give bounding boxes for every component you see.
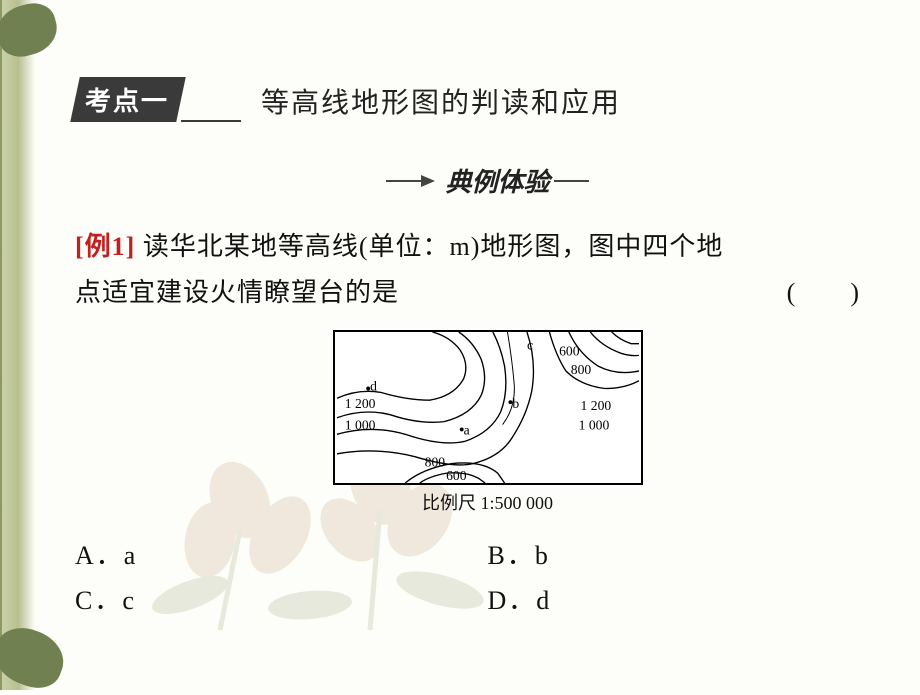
answer-options: A．a B．b C．c D．d xyxy=(75,535,900,617)
section-header-row: 典例体验 xyxy=(75,162,900,199)
option-d[interactable]: D．d xyxy=(488,580,901,617)
contour-label-800b: 800 xyxy=(424,454,445,469)
point-d xyxy=(366,387,370,391)
stem-line-2: 点适宜建设火情瞭望台的是 xyxy=(75,278,399,307)
figure-container: 600 800 1 200 1 000 d 1 200 1 000 a b c … xyxy=(75,330,900,515)
option-c[interactable]: C．c xyxy=(75,580,488,617)
contour-map: 600 800 1 200 1 000 d 1 200 1 000 a b c … xyxy=(333,330,643,485)
decorative-vine-left xyxy=(0,0,35,690)
option-a[interactable]: A．a xyxy=(75,535,488,572)
contour-label-600: 600 xyxy=(559,343,580,358)
topic-badge: 考点一 xyxy=(75,80,181,122)
point-a-label: a xyxy=(463,422,469,437)
slide-content: 考点一 等高线地形图的判读和应用 典例体验 [例1] 读华北某地等高线(单位：m… xyxy=(75,80,900,617)
section-badge-text: 典例体验 xyxy=(445,162,549,199)
topic-header-row: 考点一 等高线地形图的判读和应用 xyxy=(75,80,900,122)
contour-label-1200r: 1 200 xyxy=(580,398,611,413)
contour-label-600b: 600 xyxy=(446,468,467,483)
point-b xyxy=(508,400,512,404)
point-a xyxy=(459,427,463,431)
contour-label-1000l: 1 000 xyxy=(344,417,375,432)
contour-label-1000r: 1 000 xyxy=(578,417,609,432)
topic-badge-text: 考点一 xyxy=(85,81,169,118)
arrow-icon xyxy=(421,175,435,187)
answer-blank: ( ) xyxy=(787,270,860,316)
point-b-label: b xyxy=(512,396,519,411)
example-label: [例1] xyxy=(75,232,135,261)
point-c-label: c xyxy=(526,338,532,353)
point-d-label: d xyxy=(370,378,377,393)
option-b[interactable]: B．b xyxy=(488,535,901,572)
question-stem: [例1] 读华北某地等高线(单位：m)地形图，图中四个地 点适宜建设火情瞭望台的… xyxy=(75,224,900,315)
map-scale: 比例尺 1:500 000 xyxy=(333,489,643,515)
section-badge: 典例体验 xyxy=(386,162,588,199)
contour-label-800: 800 xyxy=(570,362,591,377)
stem-line-1: 读华北某地等高线(单位：m)地形图，图中四个地 xyxy=(143,232,724,261)
contour-label-1200l: 1 200 xyxy=(344,396,375,411)
topic-title: 等高线地形图的判读和应用 xyxy=(261,81,621,121)
